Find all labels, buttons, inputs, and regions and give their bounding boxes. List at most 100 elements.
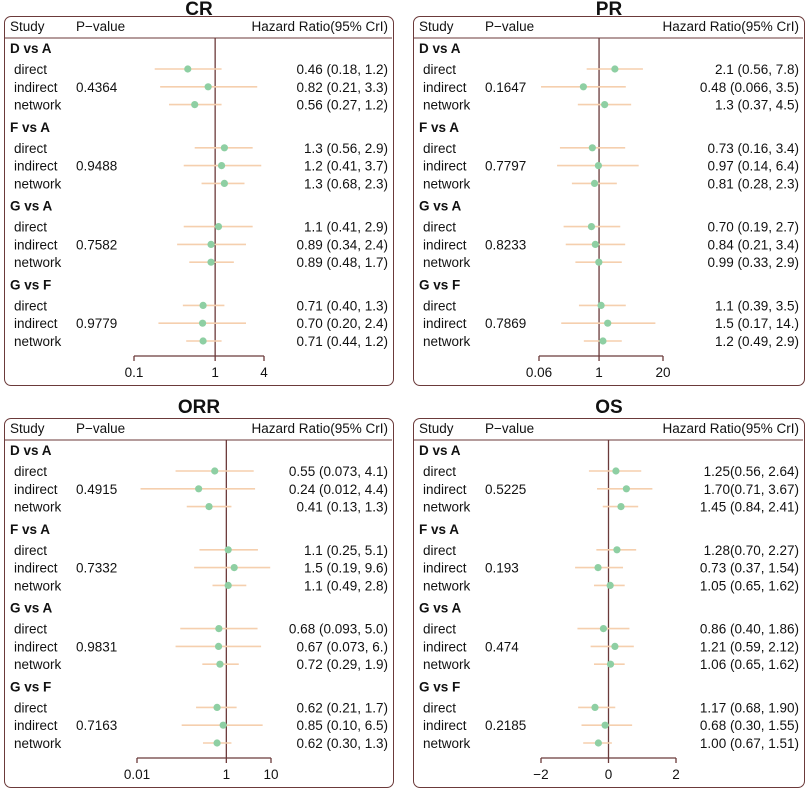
hr-value-text: 0.71 (0.44, 1.2) (296, 334, 388, 349)
row-label-direct: direct (423, 220, 456, 235)
pvalue-text: 0.4364 (76, 80, 118, 95)
point-estimate (230, 564, 238, 572)
comparison-label: G vs F (10, 679, 51, 694)
row-label-network: network (14, 255, 62, 270)
row-label-indirect: indirect (423, 561, 467, 576)
point-estimate (611, 642, 619, 650)
hr-value-text: 1.3 (0.37, 4.5) (715, 98, 799, 113)
point-estimate (606, 660, 615, 668)
hr-value-text: 0.68 (0.093, 5.0) (289, 622, 388, 637)
hr-value-text: 1.00 (0.67, 1.51) (700, 736, 799, 751)
row-label-indirect: indirect (423, 718, 467, 733)
x-axis-tick-label: 0.1 (125, 365, 144, 380)
header-hazard-ratio: Hazard Ratio(95% CrI) (251, 421, 388, 436)
forest-panel-orr: ORR Study P−value Hazard Ratio(95% CrI) D v… (4, 398, 394, 788)
point-estimate (612, 467, 620, 475)
point-estimate (224, 546, 232, 554)
point-estimate (220, 144, 228, 152)
header-pvalue: P−value (76, 19, 125, 34)
point-estimate (215, 625, 223, 633)
comparison-label: D vs A (419, 41, 461, 56)
point-estimate (214, 223, 223, 231)
panel-title: CR (185, 0, 213, 20)
point-estimate (216, 660, 224, 668)
comparison-label: G vs F (419, 679, 460, 694)
comparison-label: D vs A (419, 443, 461, 458)
hr-value-text: 1.1 (0.25, 5.1) (304, 543, 388, 558)
hr-value-text: 0.86 (0.40, 1.86) (700, 622, 799, 637)
header-hazard-ratio: Hazard Ratio(95% CrI) (662, 19, 799, 34)
hr-value-text: 0.82 (0.21, 3.3) (296, 80, 388, 95)
row-label-direct: direct (14, 141, 47, 156)
row-label-direct: direct (14, 622, 47, 637)
comparison-label: F vs A (10, 522, 50, 537)
hr-value-text: 1.17 (0.68, 1.90) (700, 700, 799, 715)
hr-value-text: 0.55 (0.073, 4.1) (289, 464, 388, 479)
row-label-indirect: indirect (14, 718, 58, 733)
forest-panel-cr: CR Study P−value Hazard Ratio(95% CrI) D vs… (4, 0, 394, 386)
row-label-indirect: indirect (14, 237, 58, 252)
point-estimate (579, 83, 587, 91)
point-estimate (224, 581, 232, 589)
row-label-direct: direct (14, 543, 47, 558)
panel-frame (4, 16, 394, 386)
pvalue-text: 0.9488 (76, 159, 117, 174)
point-estimate (217, 162, 226, 170)
forest-plot-svg: Study P−value Hazard Ratio(95% CrI) D vs A d… (413, 421, 803, 782)
point-estimate (613, 546, 621, 554)
row-label-direct: direct (423, 62, 456, 77)
pvalue-text: 0.7582 (76, 237, 117, 252)
row-label-direct: direct (14, 298, 47, 313)
header-pvalue: P−value (485, 421, 534, 436)
row-label-direct: direct (14, 464, 47, 479)
hr-value-text: 0.89 (0.48, 1.7) (296, 255, 388, 270)
hr-value-text: 0.41 (0.13, 1.3) (296, 500, 388, 515)
pvalue-text: 0.474 (485, 639, 519, 654)
row-label-network: network (14, 176, 62, 191)
point-estimate (204, 83, 212, 91)
hr-value-text: 1.1 (0.49, 2.8) (304, 578, 388, 593)
point-estimate (594, 162, 603, 170)
row-label-network: network (423, 176, 471, 191)
row-label-direct: direct (423, 464, 456, 479)
pvalue-text: 0.8233 (485, 237, 526, 252)
hr-value-text: 0.62 (0.21, 1.7) (296, 700, 388, 715)
point-estimate (214, 642, 223, 650)
x-axis-tick-label: −2 (533, 767, 548, 782)
comparison-label: G vs F (419, 277, 460, 292)
hr-value-text: 0.99 (0.33, 2.9) (707, 255, 799, 270)
hr-value-text: 1.3 (0.56, 2.9) (304, 141, 388, 156)
row-label-network: network (14, 500, 62, 515)
row-label-indirect: indirect (14, 561, 58, 576)
point-estimate (591, 240, 599, 248)
x-axis-tick-label: 1 (223, 767, 231, 782)
point-estimate (587, 223, 596, 231)
row-label-direct: direct (423, 700, 456, 715)
row-label-network: network (423, 255, 471, 270)
pvalue-text: 0.7797 (485, 159, 526, 174)
pvalue-text: 0.193 (485, 561, 519, 576)
point-estimate (594, 564, 602, 572)
point-estimate (191, 101, 199, 109)
panel-title: PR (595, 0, 623, 20)
point-estimate (604, 319, 612, 327)
x-axis-tick-label: 0.06 (526, 365, 552, 380)
comparison-label: G vs F (10, 277, 51, 292)
point-estimate (199, 337, 207, 345)
x-axis-tick-label: 0 (605, 767, 613, 782)
hr-value-text: 1.5 (0.19, 9.6) (304, 561, 388, 576)
point-estimate (213, 739, 221, 747)
hr-value-text: 0.85 (0.10, 6.5) (296, 718, 388, 733)
row-label-network: network (14, 736, 62, 751)
hr-value-text: 1.1 (0.39, 3.5) (715, 298, 799, 313)
point-estimate (601, 721, 609, 729)
row-label-direct: direct (423, 543, 456, 558)
hr-value-text: 0.67 (0.073, 6.) (296, 639, 388, 654)
comparison-label: D vs A (10, 41, 52, 56)
hr-value-text: 0.89 (0.34, 2.4) (296, 237, 388, 252)
pvalue-text: 0.9779 (76, 316, 117, 331)
row-label-indirect: indirect (423, 237, 467, 252)
header-pvalue: P−value (76, 421, 125, 436)
point-estimate (597, 301, 605, 309)
hr-value-text: 2.1 (0.56, 7.8) (715, 62, 799, 77)
